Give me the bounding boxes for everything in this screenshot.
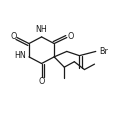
- Text: HN: HN: [14, 51, 26, 60]
- Text: O: O: [38, 77, 45, 86]
- Text: Br: Br: [99, 47, 108, 56]
- Text: NH: NH: [36, 25, 48, 34]
- Text: O: O: [67, 32, 74, 41]
- Text: O: O: [10, 32, 17, 41]
